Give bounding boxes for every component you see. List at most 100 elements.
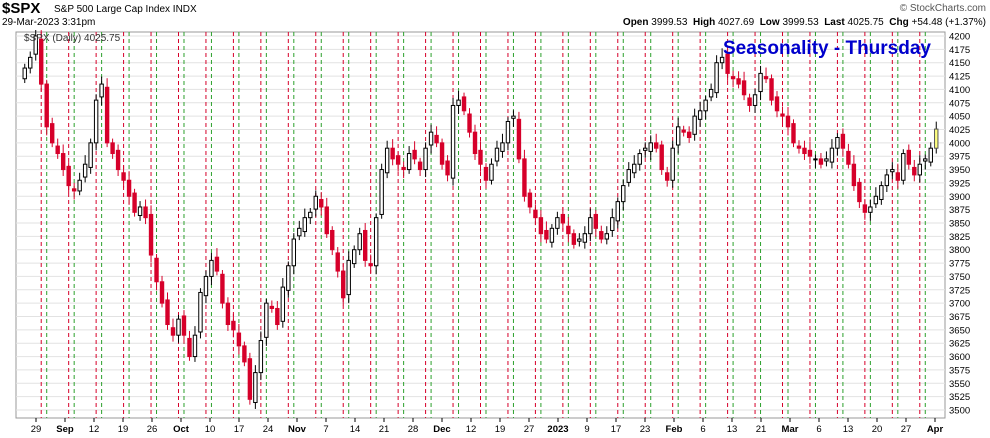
y-tick-label: 3750 bbox=[949, 272, 970, 283]
candle-body bbox=[445, 160, 450, 176]
candle-body bbox=[368, 263, 373, 267]
x-tick-label: 21 bbox=[379, 424, 390, 435]
candle-body bbox=[33, 35, 38, 55]
candle-body bbox=[214, 256, 220, 272]
candle-body bbox=[77, 179, 82, 192]
x-tick-label: 9 bbox=[584, 424, 589, 435]
y-tick-label: 3775 bbox=[949, 259, 970, 270]
candle-body bbox=[632, 163, 637, 174]
candle-body bbox=[176, 318, 181, 336]
candle-body bbox=[626, 169, 631, 183]
candle-body bbox=[851, 163, 857, 187]
copyright: © StockCharts.com bbox=[899, 3, 986, 14]
candle-body bbox=[253, 372, 258, 404]
candle-body bbox=[906, 149, 912, 165]
candle-body bbox=[752, 94, 758, 106]
candle-body bbox=[741, 80, 747, 96]
candle-body bbox=[555, 217, 560, 229]
candle-body bbox=[533, 209, 538, 219]
last-label: Last bbox=[824, 17, 845, 28]
candle-body bbox=[895, 172, 901, 181]
candle-body bbox=[104, 86, 110, 144]
chg-label: Chg bbox=[889, 17, 909, 28]
candle-body bbox=[434, 134, 439, 144]
candle-body bbox=[280, 286, 286, 322]
candle-body bbox=[703, 99, 708, 112]
candle-body bbox=[604, 233, 609, 240]
x-tick-label: 24 bbox=[263, 424, 274, 435]
candle-body bbox=[577, 238, 582, 242]
candle-body bbox=[362, 229, 368, 261]
candle-body bbox=[824, 158, 829, 162]
candle-body bbox=[917, 163, 922, 176]
candle-body bbox=[648, 142, 653, 152]
series-legend: $SPX (Daily) 4025.75 bbox=[24, 33, 121, 44]
x-tick-label: Nov bbox=[288, 424, 307, 435]
candle-body bbox=[664, 172, 670, 181]
candle-body bbox=[291, 238, 297, 267]
candle-body bbox=[264, 302, 269, 338]
candle-body bbox=[879, 185, 884, 200]
candle-body bbox=[774, 96, 780, 112]
x-tick-label: 17 bbox=[611, 424, 622, 435]
x-tick-label: Dec bbox=[433, 424, 450, 435]
candle-body bbox=[275, 307, 280, 326]
candle-body bbox=[862, 204, 868, 213]
candle-body bbox=[868, 206, 873, 213]
symbol: $SPX bbox=[2, 0, 41, 17]
candle-body bbox=[692, 115, 697, 135]
candle-body bbox=[313, 195, 318, 210]
candle-body bbox=[93, 99, 99, 144]
x-tick-label: 17 bbox=[234, 424, 245, 435]
y-tick-label: 3925 bbox=[949, 178, 970, 189]
candle-body bbox=[373, 217, 379, 267]
candle-body bbox=[840, 133, 846, 149]
candle-body bbox=[901, 153, 906, 181]
high-label: High bbox=[692, 17, 716, 28]
x-tick-label: Oct bbox=[173, 424, 190, 435]
x-tick-label: Sep bbox=[56, 424, 74, 435]
candle-body bbox=[588, 217, 593, 235]
candle-body bbox=[813, 158, 818, 161]
candle-body bbox=[66, 165, 71, 187]
y-tick-label: 3525 bbox=[949, 392, 970, 403]
candle-body bbox=[456, 99, 461, 106]
candle-body bbox=[88, 142, 93, 168]
chg-value: +54.48 (+1.37%) bbox=[911, 17, 987, 28]
candle-body bbox=[494, 147, 500, 162]
y-tick-label: 3800 bbox=[949, 245, 970, 256]
candle-body bbox=[330, 229, 335, 251]
candle-body bbox=[44, 83, 49, 128]
candle-body bbox=[686, 131, 692, 139]
candle-body bbox=[571, 233, 577, 245]
candle-body bbox=[873, 195, 879, 205]
candle-body bbox=[324, 206, 329, 235]
x-tick-label: 19 bbox=[118, 424, 129, 435]
candle-body bbox=[785, 115, 791, 128]
candle-body bbox=[352, 249, 357, 265]
low-label: Low bbox=[759, 17, 780, 28]
candle-body bbox=[654, 142, 659, 149]
candle-body bbox=[308, 211, 313, 219]
y-tick-label: 3900 bbox=[949, 192, 970, 203]
y-tick-label: 4200 bbox=[949, 32, 970, 43]
x-tick-label: Feb bbox=[666, 424, 683, 435]
candle-body bbox=[115, 149, 121, 171]
high-value: 4027.69 bbox=[717, 17, 755, 28]
candle-body bbox=[582, 233, 588, 243]
candle-body bbox=[675, 126, 681, 146]
candle-body bbox=[390, 147, 395, 160]
low-value: 3999.53 bbox=[782, 17, 819, 28]
y-tick-label: 3975 bbox=[949, 152, 970, 163]
candle-body bbox=[297, 227, 302, 237]
candle-body bbox=[71, 188, 77, 192]
candle-body bbox=[49, 123, 55, 144]
candle-body bbox=[225, 302, 231, 326]
candle-body bbox=[187, 337, 192, 358]
candle-body bbox=[516, 118, 522, 160]
candle-body bbox=[110, 142, 115, 155]
security-name: S&P 500 Large Cap Index bbox=[54, 4, 171, 15]
candle-body bbox=[796, 145, 802, 149]
candle-body bbox=[335, 252, 340, 272]
candle-body bbox=[511, 115, 516, 119]
